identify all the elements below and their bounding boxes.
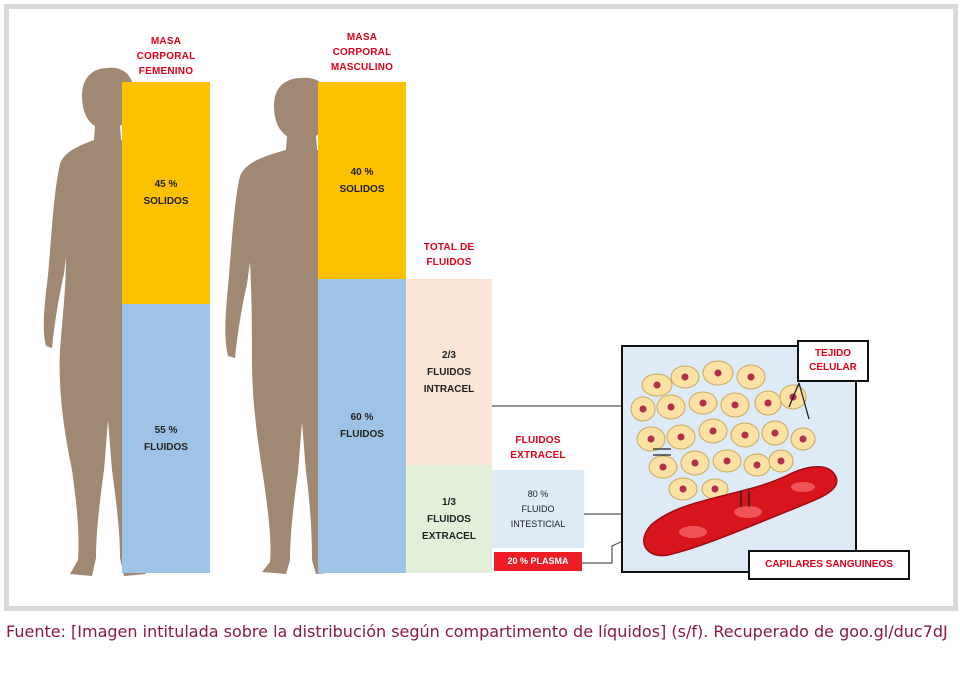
capillary-label-box: CAPILARES SANGUINEOS [748, 550, 910, 580]
female-solids-block: 45 % SOLIDOS [122, 82, 210, 304]
female-fluids-label: 55 % FLUIDOS [144, 424, 188, 453]
red-blood-cell [791, 482, 815, 492]
extracel-fluids-header: FLUIDOS EXTRACEL [510, 435, 566, 461]
male-fluids-block: 60 % FLUIDOS [318, 279, 406, 573]
intracel-block: 2/3 FLUIDOS INTRACEL [406, 279, 492, 465]
tissue-inset [621, 345, 857, 573]
plasma-block: 20 % PLASMA [494, 552, 582, 571]
plasma-label: 20 % PLASMA [507, 556, 569, 566]
exchange-arrows [653, 382, 810, 507]
red-blood-cell [734, 506, 762, 518]
female-header: MASA CORPORAL FEMENINO [136, 36, 196, 77]
male-fluids-label: 60 % FLUIDOS [340, 412, 384, 440]
female-fluids-block: 55 % FLUIDOS [122, 304, 210, 573]
extracel-block: 1/3 FLUIDOS EXTRACEL [406, 465, 492, 573]
intersticial-block: 80 % FLUIDO INTESTICIAL [492, 470, 584, 548]
tissue-illustration [630, 360, 838, 557]
red-blood-cell [679, 526, 707, 538]
source-caption: Fuente: [Imagen intitulada sobre la dist… [6, 622, 948, 641]
male-header: MASA CORPORAL MASCULINO [330, 32, 394, 73]
intracel-label: 2/3 FLUIDOS INTRACEL [423, 349, 475, 395]
intersticial-label: 80 % FLUIDO INTESTICIAL [510, 488, 566, 529]
total-fluids-header: TOTAL DE FLUIDOS [423, 242, 475, 268]
tissue-label-box: TEJIDO CELULAR [797, 340, 869, 382]
male-solids-label: 40 % SOLIDOS [339, 166, 385, 195]
female-solids-label: 45 % SOLIDOS [143, 179, 189, 207]
male-solids-block: 40 % SOLIDOS [318, 82, 406, 279]
cell-nuclei [639, 369, 807, 493]
extracel-label: 1/3 FLUIDOS EXTRACEL [422, 496, 476, 542]
